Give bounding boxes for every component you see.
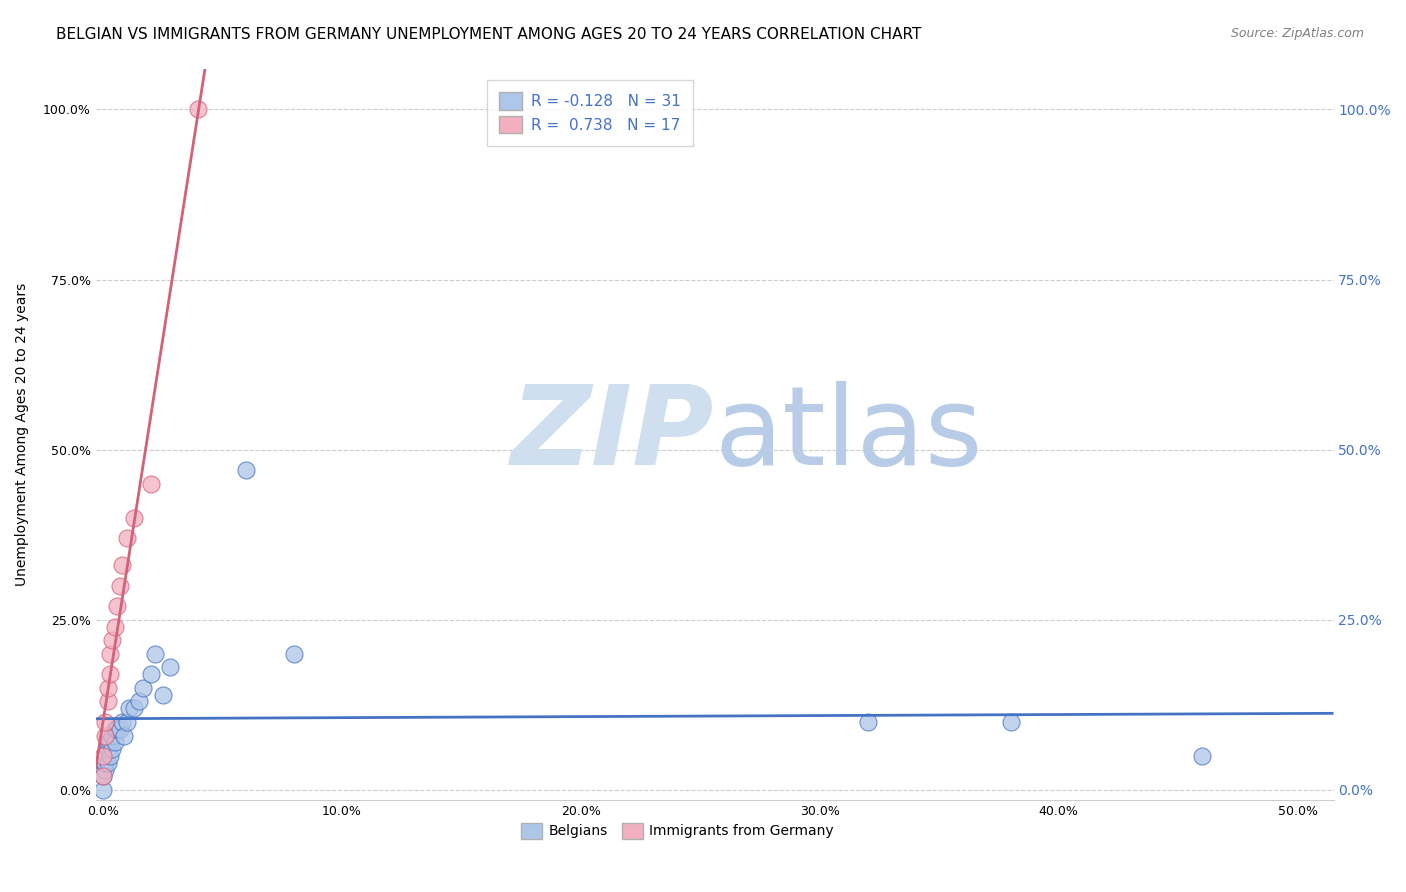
Point: [101, 729, 124, 743]
Point: [105, 722, 128, 736]
Point: [118, 701, 141, 715]
Point: [98, 735, 121, 749]
Y-axis label: Unemployment Among Ages 20 to 24 years: Unemployment Among Ages 20 to 24 years: [15, 283, 30, 586]
Point: [91, 783, 114, 797]
Point: [97, 742, 120, 756]
Point: [128, 694, 150, 708]
Point: [97, 756, 120, 770]
Point: [111, 714, 134, 729]
Point: [91, 769, 114, 783]
Point: [1000, 714, 1022, 729]
Point: [98, 647, 121, 661]
Point: [98, 667, 121, 681]
Text: atlas: atlas: [714, 381, 983, 488]
Point: [132, 681, 155, 695]
Point: [139, 476, 162, 491]
Point: [105, 599, 128, 614]
Point: [856, 714, 879, 729]
Point: [91, 769, 114, 783]
Point: [94, 763, 117, 777]
Point: [112, 729, 135, 743]
Point: [152, 688, 174, 702]
Legend: Belgians, Immigrants from Germany: Belgians, Immigrants from Germany: [515, 817, 839, 845]
Point: [94, 756, 117, 770]
Point: [108, 722, 131, 736]
Point: [122, 510, 145, 524]
Point: [108, 579, 131, 593]
Point: [283, 647, 305, 661]
Point: [104, 735, 127, 749]
Point: [91, 748, 114, 763]
Point: [94, 714, 117, 729]
Point: [139, 667, 162, 681]
Point: [98, 748, 121, 763]
Point: [115, 531, 138, 545]
Point: [101, 742, 124, 756]
Point: [1191, 748, 1213, 763]
Point: [104, 619, 127, 633]
Point: [97, 735, 120, 749]
Text: BELGIAN VS IMMIGRANTS FROM GERMANY UNEMPLOYMENT AMONG AGES 20 TO 24 YEARS CORREL: BELGIAN VS IMMIGRANTS FROM GERMANY UNEMP…: [56, 27, 921, 42]
Point: [159, 660, 181, 674]
Point: [97, 681, 120, 695]
Point: [104, 722, 127, 736]
Point: [97, 694, 120, 708]
Point: [187, 103, 209, 117]
Text: ZIP: ZIP: [510, 381, 714, 488]
Point: [111, 558, 134, 573]
Point: [145, 647, 167, 661]
Point: [122, 701, 145, 715]
Point: [94, 729, 117, 743]
Point: [115, 714, 138, 729]
Point: [235, 463, 257, 477]
Point: [101, 633, 124, 648]
Text: Source: ZipAtlas.com: Source: ZipAtlas.com: [1230, 27, 1364, 40]
